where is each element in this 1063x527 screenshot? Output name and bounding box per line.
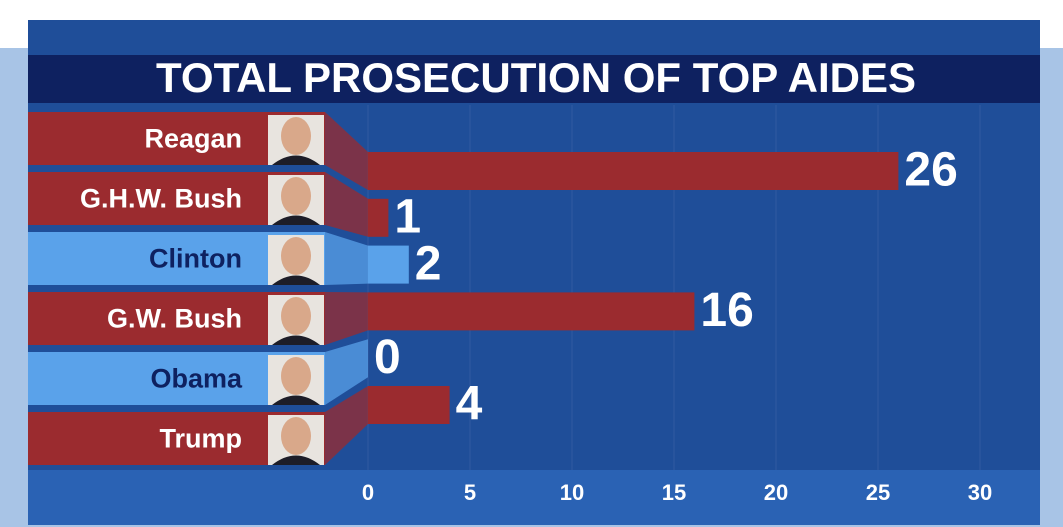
connector — [325, 172, 368, 237]
portrait-face — [281, 417, 311, 455]
category-label: Clinton — [149, 244, 242, 274]
connector — [325, 292, 368, 345]
value-label: 1 — [394, 190, 421, 243]
value-label: 2 — [415, 237, 442, 290]
portrait-face — [281, 237, 311, 275]
portrait-body — [272, 155, 320, 165]
portrait-body — [272, 335, 320, 345]
x-tick-label: 25 — [866, 480, 890, 505]
x-tick-label: 20 — [764, 480, 788, 505]
connector — [325, 112, 368, 190]
chart-title: TOTAL PROSECUTION OF TOP AIDES — [156, 54, 916, 101]
connector — [325, 339, 368, 405]
value-label: 0 — [374, 331, 401, 384]
portrait-body — [272, 275, 320, 285]
connector — [325, 232, 368, 285]
value-label: 16 — [700, 284, 753, 337]
x-tick-label: 30 — [968, 480, 992, 505]
x-tick-label: 15 — [662, 480, 686, 505]
category-label: Reagan — [144, 124, 242, 154]
axis-band — [28, 470, 1040, 525]
bar — [368, 198, 389, 237]
value-label: 26 — [904, 144, 957, 197]
portrait-body — [272, 455, 320, 465]
portrait-face — [281, 357, 311, 395]
portrait-body — [272, 395, 320, 405]
portrait-face — [281, 177, 311, 215]
x-tick-label: 5 — [464, 480, 476, 505]
x-tick-label: 10 — [560, 480, 584, 505]
portrait-face — [281, 117, 311, 155]
value-label: 4 — [456, 378, 483, 431]
category-label: Trump — [159, 424, 242, 454]
bar — [368, 152, 899, 190]
portrait-body — [272, 215, 320, 225]
bar — [368, 245, 409, 284]
category-label: Obama — [150, 364, 243, 394]
portrait-face — [281, 297, 311, 335]
title-bar — [28, 55, 1040, 103]
connector — [325, 386, 368, 465]
bar — [368, 386, 450, 424]
category-label: G.W. Bush — [107, 304, 242, 334]
category-label: G.H.W. Bush — [80, 184, 242, 214]
x-tick-label: 0 — [362, 480, 374, 505]
bar — [368, 292, 695, 331]
